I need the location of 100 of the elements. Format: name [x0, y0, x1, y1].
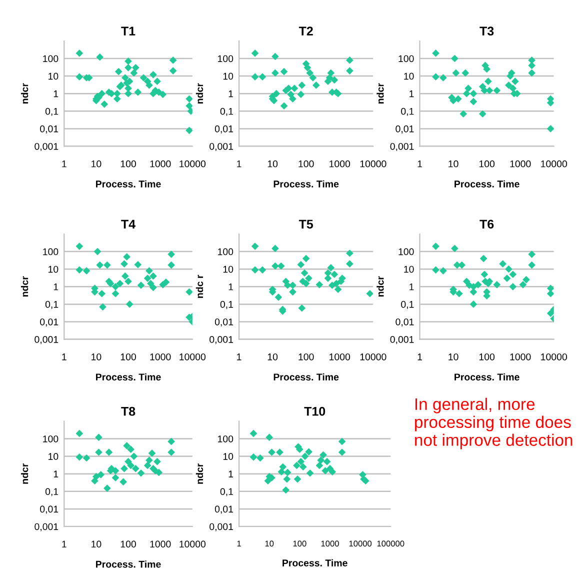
x-axis-title: Process. Time	[274, 373, 339, 381]
x-tick-label: 1000	[330, 353, 350, 360]
y-tick-label: 100	[218, 435, 234, 442]
y-tick-label: 10	[223, 266, 234, 273]
x-axis-title: Process. Time	[96, 560, 161, 568]
x-tick-label: 10000	[360, 160, 386, 168]
y-tick-label: 0,001	[390, 142, 414, 152]
y-tick-label: 0,001	[390, 336, 414, 344]
chart-title: T4	[121, 220, 136, 228]
x-tick-label: 1000	[150, 540, 171, 548]
y-tick-label: 0,01	[396, 125, 414, 134]
y-tick-label: 1	[410, 90, 414, 98]
x-axis-title: Process. Time	[96, 180, 161, 188]
y-tick-label: 10	[223, 453, 234, 460]
x-tick-label: 100	[293, 540, 306, 547]
y-tick-label: 10	[404, 72, 414, 80]
y-tick-label: 1	[228, 283, 233, 290]
y-tick-label: 1	[54, 90, 58, 98]
y-axis-title: ndcr	[376, 83, 384, 104]
x-tick-label: 10000	[541, 160, 567, 168]
y-tick-label: 0,1	[220, 488, 233, 496]
chart-title: T1	[121, 26, 136, 36]
x-axis-title: Process. Time	[454, 373, 520, 381]
y-tick-label: 0,1	[45, 300, 58, 309]
y-tick-label: 10	[404, 266, 414, 273]
x-tick-label: 100	[298, 160, 314, 168]
y-tick-label: 100	[218, 55, 234, 62]
y-tick-label: 1	[410, 283, 414, 290]
y-tick-label: 10	[48, 72, 58, 80]
y-tick-label: 0,01	[214, 318, 233, 327]
x-tick-label: 1	[418, 354, 422, 360]
x-tick-label: 10000	[349, 540, 372, 547]
x-tick-label: 1000	[321, 540, 339, 547]
x-tick-label: 100	[479, 353, 495, 360]
x-tick-label: 100	[479, 160, 495, 168]
x-tick-label: 10	[92, 353, 102, 360]
y-tick-label: 0,001	[34, 336, 58, 344]
x-tick-label: 1	[418, 160, 422, 168]
x-tick-label: 100	[298, 353, 314, 360]
x-tick-label: 1000	[330, 160, 350, 168]
x-axis-title: Process. Time	[96, 373, 161, 381]
y-tick-label: 100	[218, 248, 234, 256]
x-tick-label: 1	[237, 540, 241, 546]
x-tick-label: 1000	[510, 160, 531, 168]
y-tick-label: 0,1	[220, 300, 233, 309]
x-tick-label: 100000	[377, 540, 404, 547]
y-tick-label: 0,01	[396, 318, 414, 327]
y-tick-label: 0,001	[210, 336, 233, 344]
y-tick-label: 100	[43, 248, 58, 256]
y-tick-label: 0,01	[214, 125, 233, 134]
chart-title: T6	[480, 220, 494, 229]
x-tick-label: 1	[237, 160, 242, 168]
x-tick-label: 10	[268, 353, 278, 360]
y-tick-label: 0,01	[40, 318, 58, 327]
y-tick-label: 0,1	[45, 488, 58, 496]
x-tick-label: 10000	[180, 353, 206, 360]
x-tick-label: 1	[62, 354, 66, 360]
y-tick-label: 100	[43, 55, 58, 62]
y-tick-label: 0,001	[34, 142, 58, 152]
x-tick-label: 100	[120, 160, 136, 168]
y-tick-label: 0,001	[210, 523, 233, 532]
y-tick-label: 10	[48, 453, 58, 460]
y-tick-label: 1	[228, 470, 233, 478]
y-tick-label: 0,1	[220, 108, 233, 116]
y-tick-label: 10	[48, 266, 58, 273]
text: In general, more processing time does not improve detection	[415, 398, 572, 450]
x-tick-label: 1000	[150, 353, 171, 360]
y-tick-label: 0,001	[210, 142, 233, 152]
x-tick-label: 10	[92, 540, 102, 548]
x-tick-label: 10	[265, 540, 274, 547]
y-tick-label: 0,01	[40, 506, 58, 514]
x-tick-label: 100	[120, 353, 136, 360]
x-axis-title: Process. Time	[274, 180, 339, 188]
chart-title: T8	[121, 406, 136, 416]
y-tick-label: 1	[54, 470, 58, 478]
x-tick-label: 10000	[180, 160, 206, 168]
x-tick-label: 10	[268, 160, 278, 168]
y-tick-label: 100	[398, 55, 414, 62]
x-tick-label: 10000	[541, 353, 567, 360]
y-tick-label: 0,1	[401, 300, 414, 309]
y-axis-title: ndcr	[21, 276, 28, 297]
y-axis-title: ndcr	[376, 276, 384, 297]
x-tick-label: 1	[62, 540, 66, 548]
y-tick-label: 1	[54, 283, 58, 290]
x-axis-title: Process. Time	[282, 559, 348, 566]
y-tick-label: 10	[223, 72, 234, 80]
x-tick-label: 10000	[360, 353, 386, 360]
x-tick-label: 1000	[150, 160, 171, 168]
y-tick-label: 1	[228, 90, 233, 98]
x-tick-label: 10	[448, 160, 458, 168]
chart-title: T10	[304, 406, 326, 416]
x-tick-label: 1	[62, 160, 66, 168]
y-tick-label: 0,01	[214, 506, 233, 514]
y-tick-label: 100	[398, 248, 414, 256]
x-tick-label: 1000	[510, 353, 531, 360]
chart-title: T3	[480, 26, 494, 36]
y-axis-title: ndcr	[21, 83, 28, 104]
y-axis-title: ndcr	[196, 463, 204, 484]
x-tick-label: 10	[448, 353, 458, 360]
y-axis-title: ndc r	[196, 274, 204, 298]
